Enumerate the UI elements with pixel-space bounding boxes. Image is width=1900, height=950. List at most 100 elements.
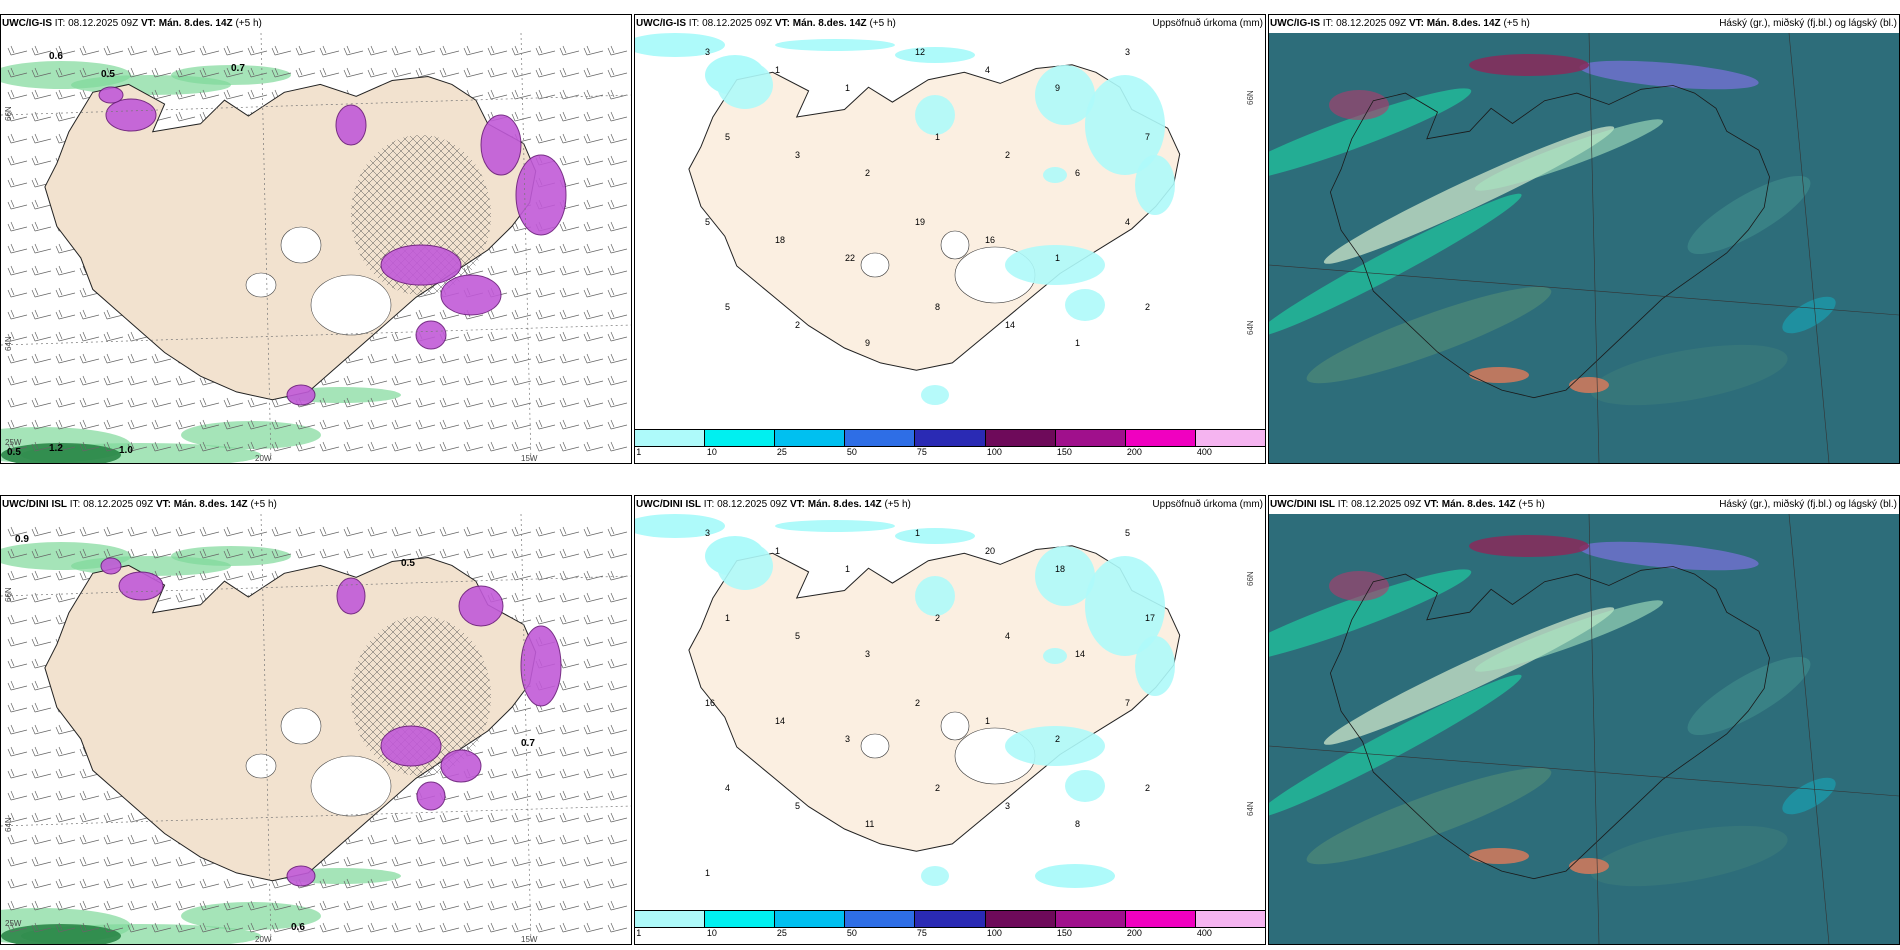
cloud-layer bbox=[1469, 367, 1529, 383]
axis-label: 25W bbox=[5, 919, 22, 928]
wind-barb bbox=[511, 331, 532, 342]
wind-barb bbox=[7, 548, 28, 559]
contour-label: 0.7 bbox=[231, 63, 245, 74]
wind-barb bbox=[55, 592, 76, 603]
wind-barb bbox=[535, 353, 556, 364]
legend-ticks: 1 10 25 50 75 100 150 200 400 bbox=[635, 928, 1265, 940]
legend-swatch bbox=[705, 430, 776, 446]
wind-barb bbox=[79, 812, 100, 823]
wind-barb bbox=[7, 812, 28, 823]
precip-value: 14 bbox=[775, 716, 785, 726]
wind-barb bbox=[607, 419, 628, 430]
wind-barb bbox=[7, 592, 28, 603]
panel-header: UWC/IG-IS IT: 08.12.2025 09Z VT: Mán. 8.… bbox=[635, 17, 1265, 31]
wind-barb bbox=[583, 199, 604, 210]
wind-barb bbox=[607, 526, 628, 537]
precip-area bbox=[181, 902, 321, 930]
wind-barb bbox=[463, 397, 484, 408]
cloud-layer bbox=[1474, 600, 1664, 672]
wind-barb bbox=[7, 133, 28, 144]
precip-area bbox=[717, 61, 773, 109]
vt-value: Mán. 8.des. 14Z bbox=[158, 18, 233, 29]
legend-swatch bbox=[775, 430, 846, 446]
wind-barb bbox=[127, 353, 148, 364]
graticule bbox=[1269, 745, 1899, 797]
wind-barb bbox=[7, 67, 28, 78]
glacier bbox=[245, 753, 277, 779]
wind-barb bbox=[583, 900, 604, 911]
axis-label: 66N bbox=[4, 587, 13, 602]
precip-area bbox=[458, 585, 504, 627]
wind-barb bbox=[319, 441, 340, 452]
wind-barb bbox=[55, 111, 76, 122]
wind-barb bbox=[31, 441, 52, 452]
wind-barb bbox=[391, 834, 412, 845]
cloud-layer bbox=[1687, 656, 1811, 736]
wind-barb bbox=[391, 922, 412, 933]
wind-barb bbox=[391, 441, 412, 452]
wind-barb bbox=[151, 375, 172, 386]
wind-barb bbox=[535, 878, 556, 889]
wind-barb bbox=[535, 287, 556, 298]
wind-barb bbox=[487, 526, 508, 537]
panel-wind-bottom: 0.9 0.6 0.5 0.7 66N 64N 25W 20W 15W UWC/DINI ISL… bbox=[0, 495, 632, 945]
wind-barb bbox=[511, 878, 532, 889]
wind-barb bbox=[487, 746, 508, 757]
precip-area bbox=[921, 385, 949, 405]
wind-barb bbox=[367, 526, 388, 537]
wind-barb bbox=[55, 900, 76, 911]
wind-barb bbox=[415, 548, 436, 559]
wind-barb bbox=[511, 243, 532, 254]
wind-barb bbox=[127, 397, 148, 408]
precip-area bbox=[915, 95, 955, 135]
wind-barb bbox=[559, 133, 580, 144]
wind-barb bbox=[223, 67, 244, 78]
precip-value: 1 bbox=[705, 868, 710, 878]
wind-barb bbox=[607, 177, 628, 188]
wind-barb bbox=[583, 636, 604, 647]
wind-barb bbox=[247, 548, 268, 559]
wind-barb bbox=[559, 834, 580, 845]
precip-area bbox=[171, 65, 291, 85]
wind-barb bbox=[607, 614, 628, 625]
precip-area bbox=[380, 244, 462, 286]
wind-barb bbox=[7, 287, 28, 298]
wind-barb bbox=[343, 922, 364, 933]
cloud-layer bbox=[1569, 858, 1609, 874]
wind-barb bbox=[343, 419, 364, 430]
wind-barb bbox=[7, 768, 28, 779]
legend-tick-label: 1 bbox=[636, 447, 642, 457]
model-name: UWC/DINI ISL bbox=[636, 499, 701, 510]
wind-barb bbox=[367, 441, 388, 452]
precip-area bbox=[100, 557, 122, 575]
wind-barb bbox=[223, 570, 244, 581]
it-label: IT: bbox=[54, 18, 66, 29]
wind-barb bbox=[79, 834, 100, 845]
wind-barb bbox=[103, 922, 124, 933]
legend-tick-label: 400 bbox=[1196, 928, 1212, 938]
wind-barb bbox=[607, 67, 628, 78]
wind-barb bbox=[463, 812, 484, 823]
wind-barb bbox=[511, 45, 532, 56]
wind-barb bbox=[175, 548, 196, 559]
precip-value: 5 bbox=[795, 631, 800, 641]
legend-tick-label: 150 bbox=[1056, 928, 1072, 938]
vt-value: Mán. 8.des. 14Z bbox=[792, 18, 867, 29]
precip-value: 9 bbox=[865, 338, 870, 348]
wind-barb bbox=[487, 397, 508, 408]
wind-barb bbox=[319, 45, 340, 56]
wind-barb bbox=[223, 878, 244, 889]
wind-barb bbox=[247, 441, 268, 452]
precip-area bbox=[286, 384, 316, 406]
cloud-layer bbox=[1329, 90, 1389, 120]
wind-barb bbox=[55, 856, 76, 867]
wind-barb bbox=[31, 111, 52, 122]
precip-area bbox=[921, 866, 949, 886]
wind-barb bbox=[559, 67, 580, 78]
model-name: UWC/IG-IS bbox=[2, 18, 52, 29]
wind-barb bbox=[343, 878, 364, 889]
precip-area bbox=[171, 546, 291, 566]
precip-value: 1 bbox=[775, 546, 780, 556]
precip-value: 1 bbox=[985, 716, 990, 726]
wind-barb bbox=[583, 548, 604, 559]
